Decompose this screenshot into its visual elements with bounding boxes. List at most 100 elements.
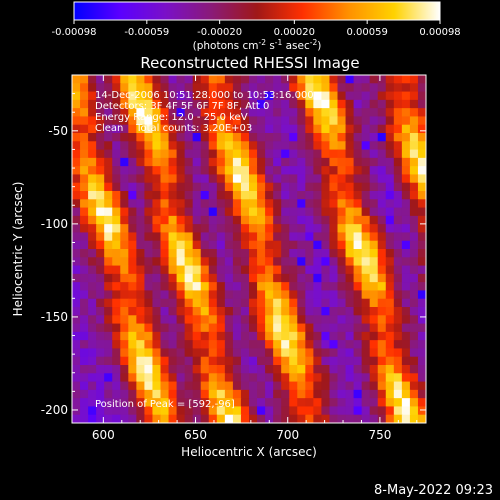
- heatmap-cell: [152, 215, 162, 225]
- heatmap-cell: [305, 116, 314, 126]
- heatmap-cell: [305, 414, 314, 423]
- heatmap-cell: [240, 249, 250, 258]
- heatmap-cell: [184, 199, 194, 209]
- heatmap-cell: [281, 414, 290, 423]
- heatmap-cell: [265, 381, 274, 391]
- heatmap-cell: [160, 133, 170, 142]
- heatmap-cell: [249, 182, 258, 192]
- heatmap-cell: [144, 257, 154, 267]
- heatmap-cell: [232, 365, 242, 374]
- heatmap-cell: [377, 307, 387, 316]
- heatmap-cell: [192, 108, 202, 118]
- heatmap-cell: [176, 157, 186, 167]
- heatmap-cell: [361, 215, 371, 225]
- heatmap-cell: [401, 199, 411, 209]
- heatmap-cell: [313, 91, 323, 101]
- heatmap-cell: [104, 99, 113, 109]
- heatmap-cell: [369, 207, 379, 217]
- heatmap-cell: [176, 273, 186, 283]
- heatmap-cell: [321, 414, 331, 423]
- heatmap-cell: [216, 315, 226, 325]
- x-tick-label: 650: [184, 428, 207, 442]
- heatmap-cell: [224, 83, 234, 93]
- heatmap-cell: [72, 133, 81, 142]
- heatmap-cell: [337, 141, 347, 151]
- heatmap-cell: [80, 99, 89, 109]
- heatmap-cell: [321, 91, 331, 101]
- heatmap-cell: [297, 406, 306, 416]
- heatmap-cell: [361, 166, 371, 176]
- heatmap-cell: [168, 224, 178, 234]
- heatmap-cell: [152, 398, 162, 408]
- heatmap-cell: [361, 174, 371, 184]
- heatmap-cell: [240, 365, 250, 374]
- heatmap-cell: [200, 273, 210, 283]
- heatmap-cell: [120, 182, 129, 192]
- heatmap-cell: [168, 191, 178, 200]
- heatmap-cell: [337, 331, 347, 341]
- heatmap-cell: [168, 340, 178, 350]
- heatmap-cell: [160, 348, 170, 358]
- heatmap-cell: [385, 257, 395, 267]
- heatmap-cell: [369, 75, 379, 84]
- heatmap-cell: [281, 340, 290, 350]
- heatmap-cell: [72, 99, 81, 109]
- heatmap-cell: [128, 249, 137, 258]
- heatmap-cell: [160, 83, 170, 93]
- heatmap-cell: [249, 257, 258, 267]
- heatmap-cell: [72, 199, 81, 209]
- heatmap-cell: [120, 207, 129, 217]
- heatmap-cell: [385, 290, 395, 300]
- heatmap-cell: [120, 91, 129, 101]
- heatmap-cell: [297, 307, 306, 316]
- heatmap-cell: [112, 298, 121, 308]
- heatmap-cell: [417, 381, 426, 391]
- heatmap-cell: [224, 298, 234, 308]
- heatmap-cell: [401, 340, 411, 350]
- heatmap-cell: [168, 149, 178, 159]
- heatmap-cell: [273, 99, 282, 109]
- heatmap-cell: [353, 323, 363, 333]
- heatmap-cell: [289, 116, 298, 126]
- heatmap-cell: [393, 249, 403, 258]
- heatmap-cell: [232, 141, 242, 151]
- heatmap-cell: [385, 166, 395, 176]
- heatmap-cell: [144, 249, 154, 258]
- heatmap-cell: [208, 315, 218, 325]
- heatmap-cell: [144, 83, 154, 93]
- heatmap-cell: [232, 174, 242, 184]
- heatmap-cell: [313, 273, 323, 283]
- heatmap-cell: [112, 340, 121, 350]
- heatmap-cell: [120, 340, 129, 350]
- heatmap-cell: [80, 207, 89, 217]
- heatmap-cell: [257, 331, 266, 341]
- heatmap-cell: [240, 141, 250, 151]
- heatmap-cell: [72, 224, 81, 234]
- heatmap-cell: [104, 340, 113, 350]
- heatmap-cell: [112, 191, 121, 200]
- heatmap-cell: [273, 307, 282, 316]
- heatmap-cell: [329, 249, 339, 258]
- heatmap-cell: [184, 207, 194, 217]
- heatmap-cell: [409, 315, 419, 325]
- heatmap-cell: [313, 124, 323, 134]
- heatmap-cell: [120, 348, 129, 358]
- heatmap-cell: [297, 240, 306, 250]
- heatmap-cell: [168, 365, 178, 374]
- heatmap-cell: [249, 99, 258, 109]
- heatmap-cell: [216, 182, 226, 192]
- heatmap-cell: [297, 249, 306, 258]
- heatmap-cell: [184, 381, 194, 391]
- heatmap-cell: [297, 323, 306, 333]
- heatmap-cell: [72, 315, 81, 325]
- heatmap-cell: [321, 282, 331, 292]
- heatmap-cell: [249, 414, 258, 423]
- heatmap-cell: [192, 133, 202, 142]
- heatmap-cell: [128, 282, 137, 292]
- heatmap-cell: [80, 75, 89, 84]
- plot-frame: [71, 74, 427, 424]
- heatmap-cell: [184, 174, 194, 184]
- heatmap-cell: [144, 356, 154, 366]
- heatmap-cell: [369, 133, 379, 142]
- heatmap-cell: [200, 340, 210, 350]
